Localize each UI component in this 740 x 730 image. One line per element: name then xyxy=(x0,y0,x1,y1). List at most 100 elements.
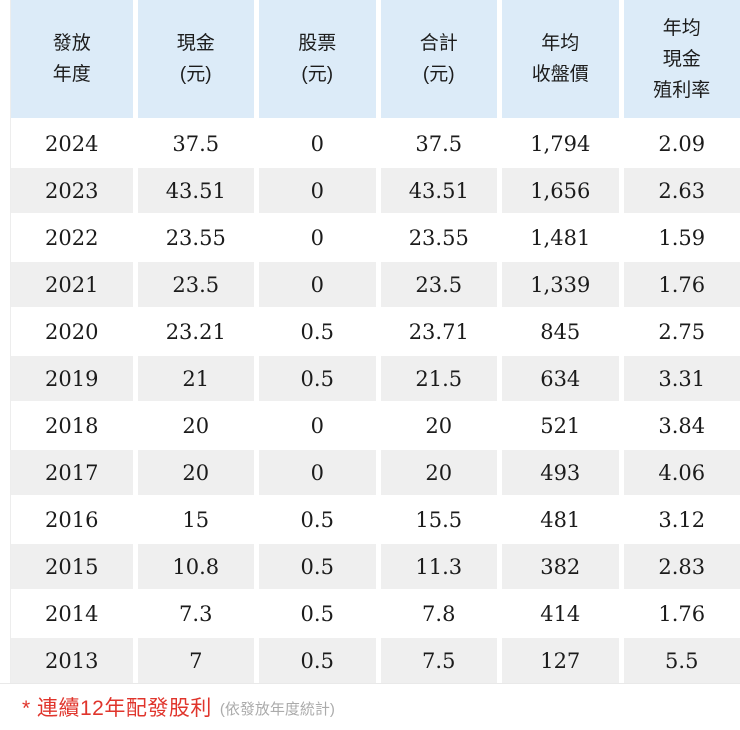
cell-year: 2019 xyxy=(11,354,133,401)
cell-avg_close: 1,481 xyxy=(497,213,619,260)
table-row-2020: 2020 23.21 0.5 23.71 845 2.75 xyxy=(11,307,740,354)
footnote: * 連續12年配發股利 (依發放年度統計) xyxy=(0,683,740,730)
cell-cash: 10.8 xyxy=(132,542,254,589)
table-row-2016: 2016 15 0.5 15.5 481 3.12 xyxy=(11,495,740,542)
cell-cash: 7 xyxy=(132,636,254,683)
cell-total: 20 xyxy=(375,448,497,495)
cell-avg_yield: 3.84 xyxy=(618,401,740,448)
cell-stock: 0.5 xyxy=(254,354,376,401)
header-line: 年度 xyxy=(52,64,91,85)
cell-year: 2014 xyxy=(11,589,133,636)
cell-avg_close: 845 xyxy=(497,307,619,354)
cell-year: 2017 xyxy=(11,448,133,495)
header-line: (元) xyxy=(422,64,455,85)
cell-avg_close: 493 xyxy=(497,448,619,495)
cell-avg_yield: 2.83 xyxy=(618,542,740,589)
table-row-2022: 2022 23.55 0 23.55 1,481 1.59 xyxy=(11,213,740,260)
table-row-2024: 2024 37.5 0 37.5 1,794 2.09 xyxy=(11,118,740,166)
cell-cash: 43.51 xyxy=(132,166,254,213)
table-body: 2024 37.5 0 37.5 1,794 2.09 2023 43.51 0 43.51 1,6… xyxy=(11,118,740,683)
header-line: 股票 xyxy=(298,33,337,54)
cell-cash: 20 xyxy=(132,448,254,495)
table-row-2023: 2023 43.51 0 43.51 1,656 2.63 xyxy=(11,166,740,213)
cell-stock: 0.5 xyxy=(254,495,376,542)
cell-cash: 23.21 xyxy=(132,307,254,354)
table-row-2021: 2021 23.5 0 23.5 1,339 1.76 xyxy=(11,260,740,307)
cell-avg_close: 127 xyxy=(497,636,619,683)
cell-cash: 20 xyxy=(132,401,254,448)
cell-avg_yield: 5.5 xyxy=(618,636,740,683)
cell-avg_close: 481 xyxy=(497,495,619,542)
header-line: 現金 xyxy=(662,48,701,70)
cell-avg_yield: 3.31 xyxy=(618,354,740,401)
cell-stock: 0.5 xyxy=(254,589,376,636)
cell-avg_yield: 2.75 xyxy=(618,307,740,354)
header-line: 殖利率 xyxy=(653,79,711,101)
cell-cash: 23.55 xyxy=(132,213,254,260)
cell-year: 2022 xyxy=(11,213,133,260)
table-header: 發放 年度 現金 (元) 股票 (元) 合計 (元) 年均 收盤價 年均 現金 殖利率 xyxy=(11,0,740,118)
header-line: 現金 xyxy=(176,33,215,54)
cell-stock: 0 xyxy=(254,260,376,307)
cell-avg_close: 634 xyxy=(497,354,619,401)
cell-total: 11.3 xyxy=(375,542,497,589)
header-cell-avg-yield: 年均 現金 殖利率 xyxy=(618,0,740,118)
footnote-highlight: * 連續12年配發股利 xyxy=(22,697,212,720)
table-row-2019: 2019 21 0.5 21.5 634 3.31 xyxy=(11,354,740,401)
header-cell-cash: 現金 (元) xyxy=(132,0,254,118)
cell-avg_yield: 2.63 xyxy=(618,166,740,213)
header-line: 年均 xyxy=(541,33,580,54)
cell-year: 2013 xyxy=(11,636,133,683)
header-line: (元) xyxy=(301,64,334,85)
cell-avg_close: 1,656 xyxy=(497,166,619,213)
cell-cash: 7.3 xyxy=(132,589,254,636)
cell-cash: 37.5 xyxy=(132,118,254,166)
header-line: 收盤價 xyxy=(531,64,589,85)
header-line: 發放 xyxy=(52,33,91,54)
cell-avg_yield: 1.76 xyxy=(618,260,740,307)
header-cell-year: 發放 年度 xyxy=(11,0,133,118)
cell-stock: 0 xyxy=(254,448,376,495)
cell-stock: 0 xyxy=(254,166,376,213)
cell-stock: 0.5 xyxy=(254,542,376,589)
cell-year: 2021 xyxy=(11,260,133,307)
cell-avg_yield: 1.59 xyxy=(618,213,740,260)
cell-stock: 0.5 xyxy=(254,307,376,354)
cell-total: 23.55 xyxy=(375,213,497,260)
table-row-2013: 2013 7 0.5 7.5 127 5.5 xyxy=(11,636,740,683)
cell-cash: 21 xyxy=(132,354,254,401)
cell-year: 2016 xyxy=(11,495,133,542)
dividend-history-table: 發放 年度 現金 (元) 股票 (元) 合計 (元) 年均 收盤價 年均 現金 殖利率 2024 37.5… xyxy=(11,0,740,683)
table-row-2014: 2014 7.3 0.5 7.8 414 1.76 xyxy=(11,589,740,636)
cell-cash: 15 xyxy=(132,495,254,542)
table-header-row: 發放 年度 現金 (元) 股票 (元) 合計 (元) 年均 收盤價 年均 現金 殖利率 xyxy=(11,0,740,118)
cell-avg_close: 1,339 xyxy=(497,260,619,307)
cell-stock: 0 xyxy=(254,401,376,448)
cell-avg_yield: 2.09 xyxy=(618,118,740,166)
table-row-2017: 2017 20 0 20 493 4.06 xyxy=(11,448,740,495)
cell-avg_close: 382 xyxy=(497,542,619,589)
cell-year: 2020 xyxy=(11,307,133,354)
cell-year: 2024 xyxy=(11,118,133,166)
header-line: 年均 xyxy=(662,17,701,39)
cell-cash: 23.5 xyxy=(132,260,254,307)
cell-total: 7.5 xyxy=(375,636,497,683)
footnote-note: (依發放年度統計) xyxy=(219,701,335,718)
cell-total: 37.5 xyxy=(375,118,497,166)
cell-avg_yield: 3.12 xyxy=(618,495,740,542)
cell-stock: 0.5 xyxy=(254,636,376,683)
cell-avg_yield: 4.06 xyxy=(618,448,740,495)
cell-stock: 0 xyxy=(254,118,376,166)
cell-year: 2023 xyxy=(11,166,133,213)
table-row-2018: 2018 20 0 20 521 3.84 xyxy=(11,401,740,448)
cell-total: 23.5 xyxy=(375,260,497,307)
header-cell-avg-close: 年均 收盤價 xyxy=(497,0,619,118)
dividend-table-wrap: 發放 年度 現金 (元) 股票 (元) 合計 (元) 年均 收盤價 年均 現金 殖利率 2024 37.5… xyxy=(10,0,740,683)
cell-avg_close: 414 xyxy=(497,589,619,636)
header-line: 合計 xyxy=(419,33,458,54)
cell-total: 20 xyxy=(375,401,497,448)
table-row-2015: 2015 10.8 0.5 11.3 382 2.83 xyxy=(11,542,740,589)
cell-stock: 0 xyxy=(254,213,376,260)
cell-total: 15.5 xyxy=(375,495,497,542)
cell-year: 2018 xyxy=(11,401,133,448)
